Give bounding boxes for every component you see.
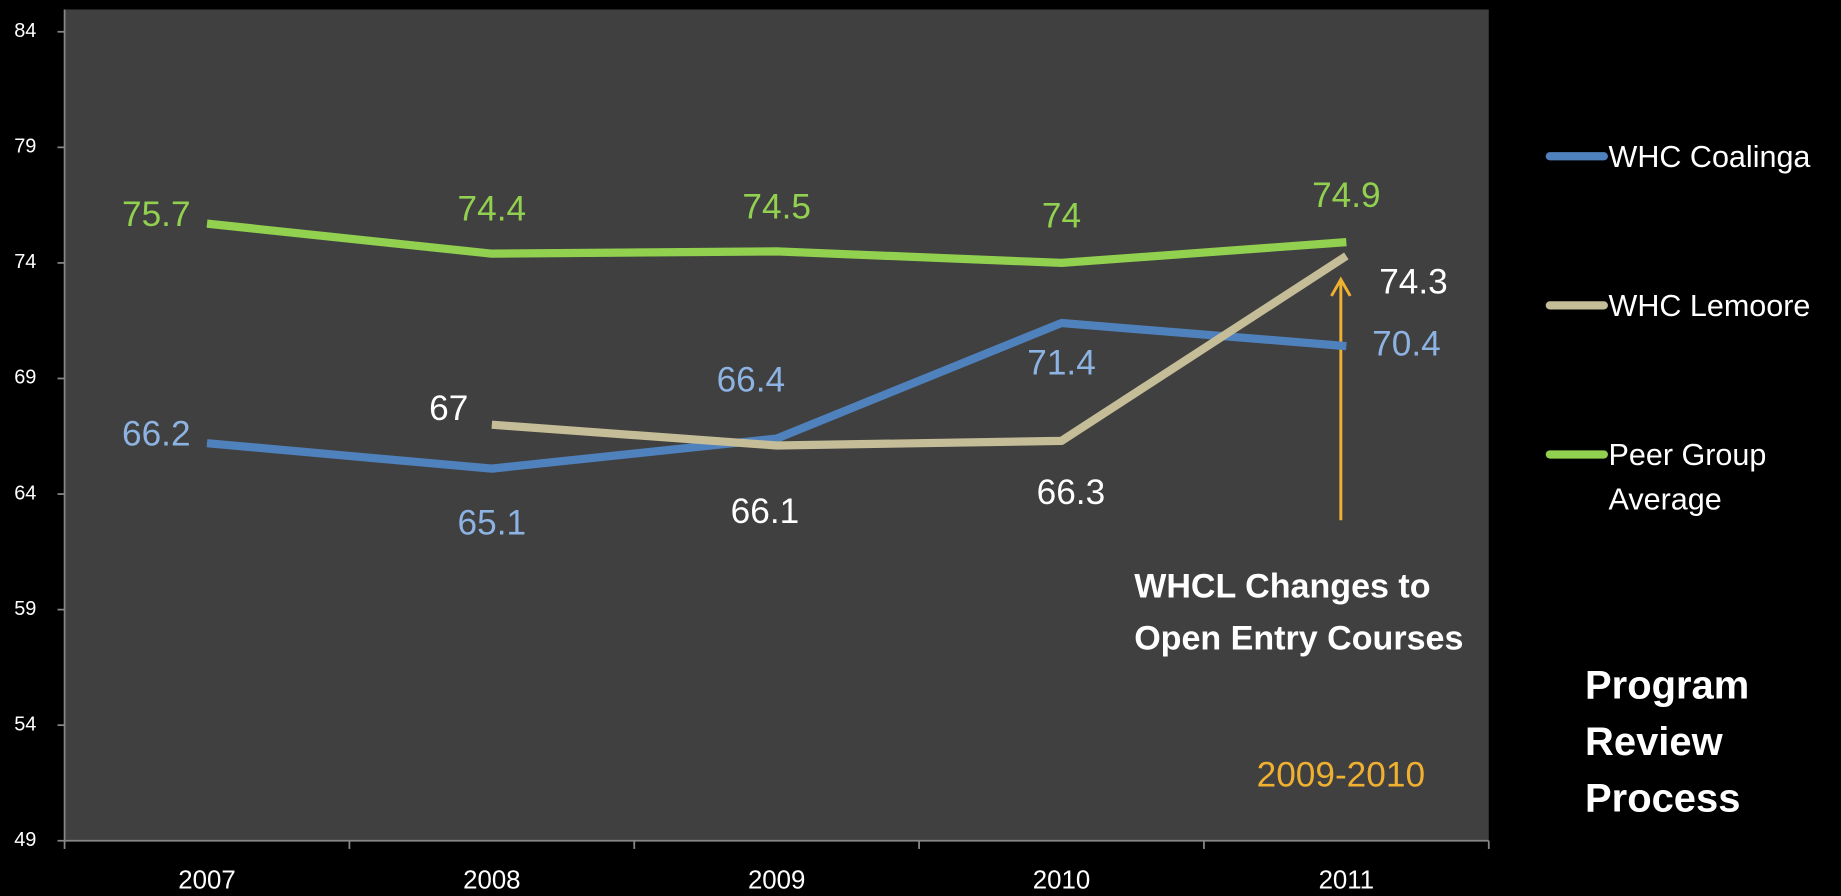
data-label: 74.5	[742, 187, 811, 226]
y-tick-label: 64	[14, 482, 36, 504]
series-line	[206, 318, 1347, 473]
x-tick-label: 2007	[178, 867, 235, 895]
annotation-arrowhead	[1330, 276, 1352, 297]
annotation-note: WHCL Changes to Open Entry Courses	[1134, 568, 1464, 658]
data-label: 75.7	[122, 195, 191, 234]
y-tick-label: 74	[14, 251, 36, 273]
data-label: 74	[1042, 197, 1081, 236]
y-tick-label: 79	[14, 136, 36, 158]
data-label: 74.9	[1312, 176, 1381, 215]
y-tick-label: 69	[14, 367, 36, 389]
legend-label: Peer Group Average	[1608, 436, 1767, 517]
y-tick-label: 84	[14, 20, 36, 42]
data-label: 70.4	[1372, 324, 1441, 363]
x-tick-label: 2010	[1033, 867, 1090, 895]
x-tick-label: 2011	[1319, 867, 1375, 895]
side-text: Program Review Process	[1585, 663, 1750, 821]
x-tick-label: 2009	[748, 867, 805, 895]
y-tick-label: 49	[14, 829, 36, 851]
annotation-period: 2009-2010	[1257, 756, 1425, 795]
plot-area	[64, 9, 1489, 841]
y-tick-label: 59	[14, 598, 36, 620]
legend-entry: WHC Lemoore	[1608, 287, 1811, 323]
legend-entry: Peer Group Average	[1608, 436, 1767, 517]
data-label: 67	[429, 389, 468, 428]
series-line	[206, 219, 1347, 268]
x-tick-label: 2008	[463, 867, 520, 895]
data-label: 71.4	[1027, 344, 1096, 383]
data-label: 66.3	[1037, 473, 1106, 512]
data-label: 66.4	[717, 361, 786, 400]
legend-label: WHC Lemoore	[1608, 287, 1811, 323]
y-tick-label: 54	[14, 713, 36, 735]
annotation-box: WHCL Changes to Open Entry Courses	[1134, 568, 1464, 658]
legend-label: WHC Coalinga	[1608, 138, 1811, 174]
side-box: Program Review Process	[1585, 663, 1750, 821]
data-label: 66.2	[122, 414, 191, 453]
series-line	[491, 252, 1349, 450]
data-label: 65.1	[458, 503, 527, 542]
data-label: 74.4	[458, 190, 527, 229]
data-label: 66.1	[731, 492, 800, 531]
data-label: 74.3	[1379, 262, 1448, 301]
legend-entry: WHC Coalinga	[1608, 138, 1811, 174]
